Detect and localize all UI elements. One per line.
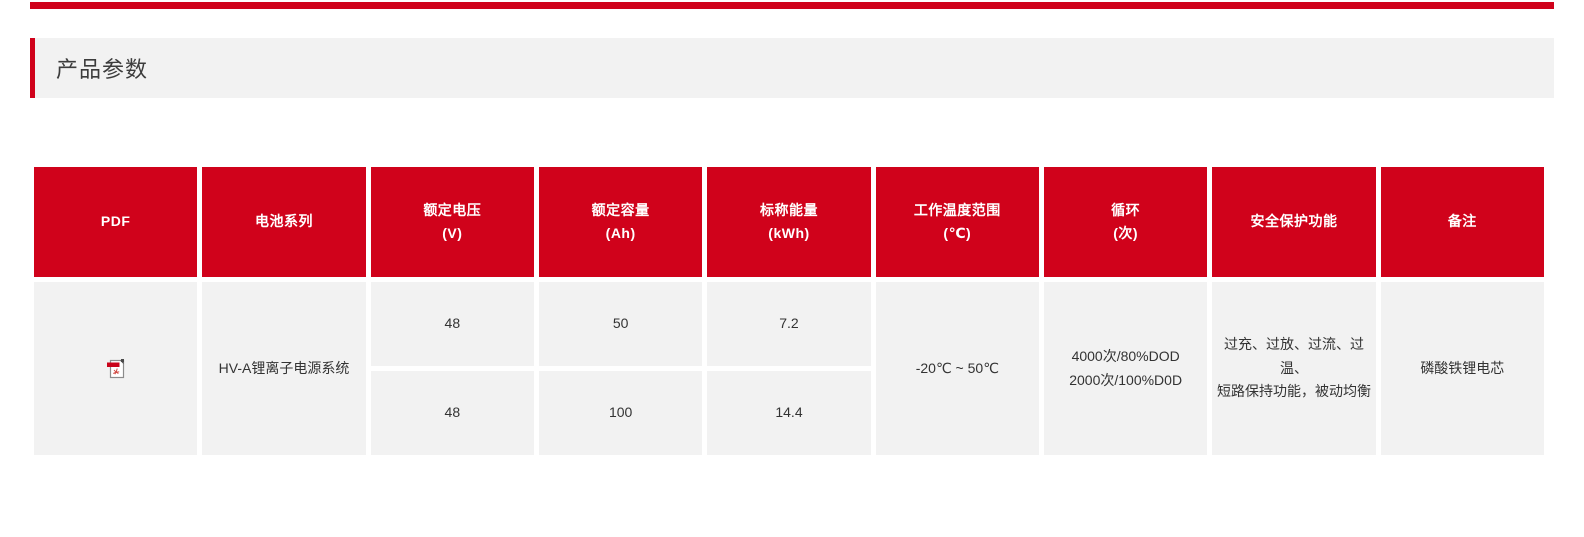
cell-energy-variant-1: 7.2 — [707, 282, 871, 366]
column-header-cycles: 循环 (次) — [1043, 167, 1208, 277]
cell-remark: 磷酸铁锂电芯 — [1380, 282, 1544, 455]
section-title: 产品参数 — [56, 57, 149, 82]
column-header-temp: 工作温度范围 (℃) — [875, 167, 1039, 277]
pdf-download-link[interactable] — [105, 357, 127, 381]
spec-table: PDF 电池系列 额定电压 (V) 额定容量 (Ah) 标称能量 (kWh) 工… — [34, 167, 1544, 455]
column-header-series: 电池系列 — [202, 167, 366, 277]
column-header-pdf: PDF — [34, 167, 198, 277]
section-accent-bar — [30, 38, 35, 98]
cell-voltage-variant-1: 48 — [370, 282, 534, 366]
cell-series: HV-A锂离子电源系统 — [202, 282, 366, 455]
cell-cycles: 4000次/80%DOD 2000次/100%D0D — [1043, 282, 1208, 455]
column-header-voltage: 额定电压 (V) — [370, 167, 534, 277]
column-header-energy: 标称能量 (kWh) — [707, 167, 871, 277]
cell-voltage-variant-2: 48 — [370, 371, 534, 455]
cell-safety: 过充、过放、过流、过温、 短路保持功能，被动均衡 — [1212, 282, 1376, 455]
cell-capacity-variant-2: 100 — [538, 371, 703, 455]
pdf-file-icon — [106, 358, 124, 378]
cell-temp-range: -20℃ ~ 50℃ — [875, 282, 1039, 455]
column-header-remark: 备注 — [1380, 167, 1544, 277]
cell-capacity-variant-1: 50 — [538, 282, 703, 366]
top-red-divider — [30, 2, 1554, 9]
column-header-capacity: 额定容量 (Ah) — [538, 167, 703, 277]
section-header: 产品参数 — [30, 38, 1554, 98]
cell-pdf — [34, 282, 198, 455]
cell-energy-variant-2: 14.4 — [707, 371, 871, 455]
column-header-safety: 安全保护功能 — [1212, 167, 1376, 277]
